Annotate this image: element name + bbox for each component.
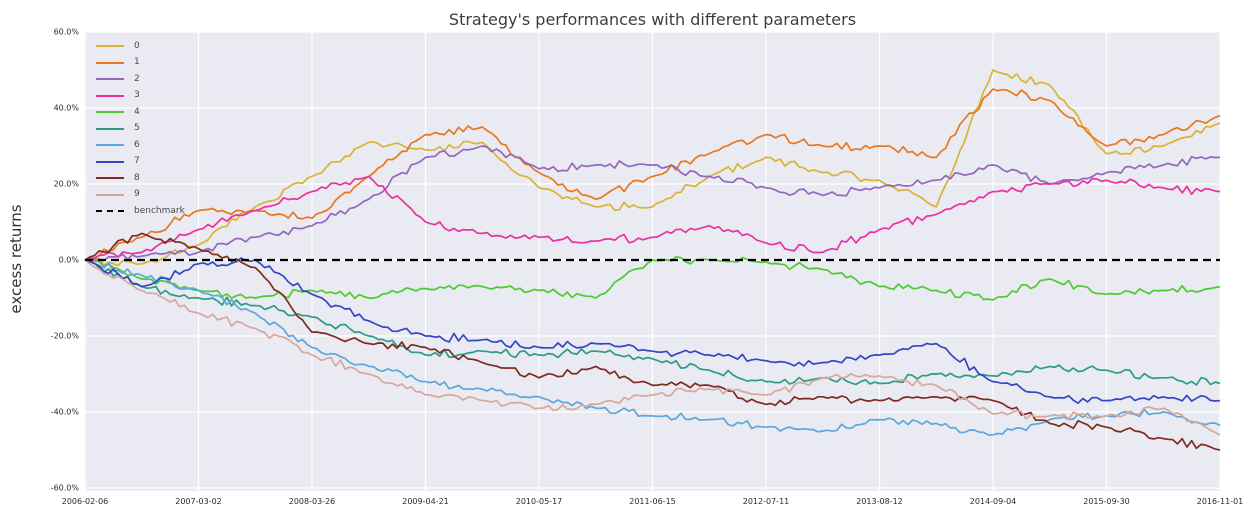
series-line-9 bbox=[84, 259, 1221, 436]
legend-item-7: 7 bbox=[96, 154, 185, 171]
legend-item-8: 8 bbox=[96, 170, 185, 187]
series-line-8 bbox=[84, 232, 1221, 451]
legend-swatch-icon bbox=[96, 160, 124, 163]
legend-swatch-icon bbox=[96, 61, 124, 64]
legend-item-2: 2 bbox=[96, 71, 185, 88]
series-line-0 bbox=[84, 69, 1221, 267]
legend-label: 6 bbox=[134, 139, 140, 150]
legend-swatch-icon bbox=[96, 78, 124, 81]
series-line-3 bbox=[84, 175, 1221, 261]
legend-item-1: 1 bbox=[96, 55, 185, 72]
series-line-7 bbox=[84, 257, 1221, 405]
legend-label: benchmark bbox=[134, 205, 185, 216]
legend-label: 4 bbox=[134, 106, 140, 117]
legend-label: 5 bbox=[134, 123, 140, 134]
y-tick-label: 20.0% bbox=[54, 180, 80, 189]
legend-swatch-icon bbox=[96, 94, 124, 97]
series-line-6 bbox=[84, 259, 1221, 436]
legend-label: 8 bbox=[134, 172, 140, 183]
legend-label: 7 bbox=[134, 156, 140, 167]
x-tick-label: 2008-03-26 bbox=[289, 497, 336, 506]
x-tick-label: 2013-08-12 bbox=[856, 497, 903, 506]
legend-item-5: 5 bbox=[96, 121, 185, 138]
y-tick-label: 40.0% bbox=[54, 104, 80, 113]
legend-swatch-icon bbox=[96, 210, 124, 213]
y-tick-label: -60.0% bbox=[51, 484, 80, 493]
series-line-1 bbox=[84, 88, 1221, 261]
legend-swatch-icon bbox=[96, 45, 124, 48]
series-line-2 bbox=[84, 145, 1221, 262]
y-tick-label: -40.0% bbox=[51, 408, 80, 417]
x-tick-label: 2015-09-30 bbox=[1083, 497, 1130, 506]
x-tick-label: 2007-03-02 bbox=[175, 497, 222, 506]
legend-swatch-icon bbox=[96, 177, 124, 180]
y-tick-label: 0.0% bbox=[59, 256, 80, 265]
legend-label: 1 bbox=[134, 57, 140, 68]
legend-item-0: 0 bbox=[96, 38, 185, 55]
legend-label: 2 bbox=[134, 73, 140, 84]
x-tick-label: 2014-09-04 bbox=[970, 497, 1017, 506]
legend-label: 9 bbox=[134, 189, 140, 200]
legend-label: 0 bbox=[134, 40, 140, 51]
x-tick-label: 2016-11-01 bbox=[1197, 497, 1244, 506]
series-line-4 bbox=[84, 255, 1221, 301]
legend-swatch-icon bbox=[96, 111, 124, 114]
legend-item-benchmark: benchmark bbox=[96, 203, 185, 220]
legend-swatch-icon bbox=[96, 144, 124, 147]
chart-title: Strategy's performances with different p… bbox=[448, 10, 857, 29]
x-tick-label: 2011-06-15 bbox=[629, 497, 676, 506]
legend-label: 3 bbox=[134, 90, 140, 101]
x-tick-label: 2010-05-17 bbox=[516, 497, 563, 506]
legend-item-3: 3 bbox=[96, 88, 185, 105]
legend-swatch-icon bbox=[96, 127, 124, 130]
legend-item-9: 9 bbox=[96, 187, 185, 204]
legend-item-6: 6 bbox=[96, 137, 185, 154]
x-tick-label: 2006-02-06 bbox=[62, 497, 109, 506]
x-tick-label: 2012-07-11 bbox=[743, 497, 790, 506]
y-tick-label: -20.0% bbox=[51, 332, 80, 341]
y-tick-label: 60.0% bbox=[54, 28, 80, 37]
legend-item-4: 4 bbox=[96, 104, 185, 121]
series-line-5 bbox=[84, 259, 1221, 386]
legend-swatch-icon bbox=[96, 193, 124, 196]
x-tick-label: 2009-04-21 bbox=[402, 497, 449, 506]
chart-legend: 0 1 2 3 4 5 6 7 8 9 benchmark bbox=[96, 38, 185, 220]
